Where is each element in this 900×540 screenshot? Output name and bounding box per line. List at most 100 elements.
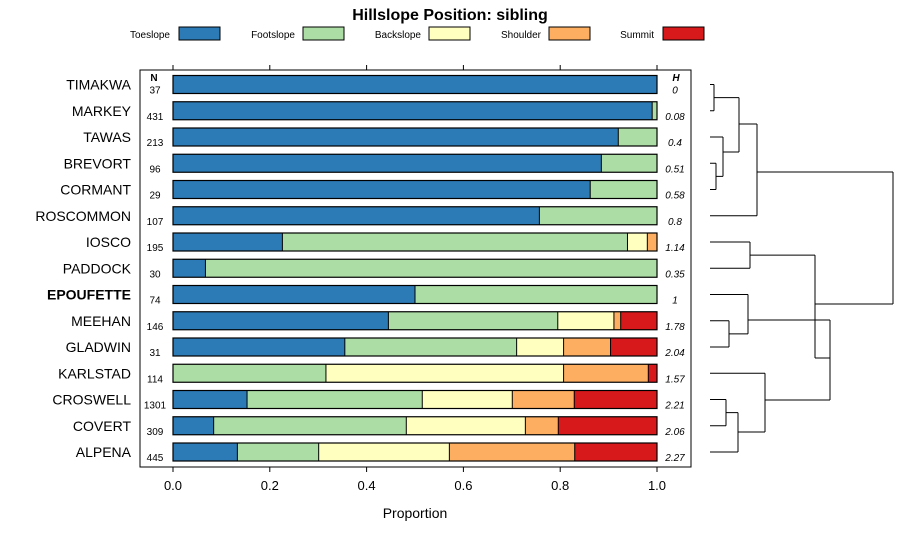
- legend-label-summit: Summit: [620, 30, 654, 41]
- x-tick-label: 0.4: [358, 478, 376, 493]
- row-label-cormant: CORMANT: [60, 182, 131, 198]
- bar-segment-tawas-footslope: [618, 128, 657, 146]
- n-label-tawas: 213: [147, 138, 164, 149]
- x-tick-label: 0.8: [551, 478, 569, 493]
- bars: TIMAKWA 37 0 MARKEY 431 0.08 TAWAS 213 0.4 BREVOR…: [35, 74, 685, 464]
- bar-segment-croswell-shoulder: [512, 390, 575, 409]
- h-label-croswell: 2.21: [664, 401, 684, 412]
- bar-segment-iosco-footslope: [282, 233, 628, 251]
- h-label-epoufette: 1: [672, 296, 678, 307]
- row-label-meehan: MEEHAN: [71, 313, 131, 329]
- bar-segment-meehan-footslope: [388, 311, 558, 330]
- bar-segment-karlstad-shoulder: [563, 364, 649, 383]
- bar-segment-gladwin-backslope: [516, 338, 564, 356]
- bar-segment-gladwin-summit: [610, 338, 657, 356]
- row-label-iosco: IOSCO: [86, 234, 131, 250]
- bar-segment-karlstad-summit: [648, 364, 657, 383]
- h-label-iosco: 1.14: [665, 243, 685, 254]
- bar-segment-alpena-footslope: [237, 443, 319, 461]
- bar-segment-gladwin-shoulder: [563, 338, 611, 356]
- n-label-alpena: 445: [147, 453, 164, 464]
- bar-segment-croswell-summit: [574, 390, 657, 409]
- row-label-timakwa: TIMAKWA: [66, 77, 131, 93]
- h-label-cormant: 0.58: [665, 191, 685, 202]
- bar-outline-markey: [172, 101, 658, 121]
- bar-segment-alpena-summit: [574, 443, 657, 461]
- h-label-brevort: 0.51: [665, 164, 684, 175]
- bar-segment-markey-toeslope: [173, 101, 653, 120]
- bar-outline-iosco: [172, 232, 658, 252]
- bar-segment-alpena-shoulder: [449, 443, 575, 461]
- bar-outline-tawas: [172, 127, 658, 147]
- bar-outline-brevort: [172, 153, 658, 173]
- bar-segment-covert-backslope: [406, 416, 526, 435]
- bar-segment-epoufette-toeslope: [173, 285, 415, 304]
- legend-label-toeslope: Toeslope: [130, 30, 170, 41]
- n-label-iosco: 195: [147, 243, 164, 254]
- row-label-brevort: BREVORT: [64, 155, 132, 171]
- bar-segment-iosco-shoulder: [647, 233, 657, 251]
- n-label-meehan: 146: [147, 322, 164, 333]
- bar-segment-alpena-backslope: [318, 443, 450, 461]
- bar-segment-epoufette-footslope: [415, 285, 657, 304]
- h-label-meehan: 1.78: [665, 322, 685, 333]
- bar-segment-croswell-backslope: [422, 390, 513, 409]
- x-tick-label: 1.0: [648, 478, 666, 493]
- n-header: N: [150, 73, 157, 84]
- bar-segment-roscommon-footslope: [539, 206, 657, 225]
- bar-outline-karlstad: [172, 363, 658, 383]
- bar-segment-markey-footslope: [652, 101, 657, 120]
- bar-outline-meehan: [172, 311, 658, 331]
- x-tick-label: 0.2: [261, 478, 279, 493]
- bar-segment-meehan-toeslope: [173, 311, 389, 330]
- bar-segment-tawas-toeslope: [173, 128, 619, 146]
- row-label-epoufette: EPOUFETTE: [47, 287, 131, 303]
- n-label-roscommon: 107: [147, 217, 164, 228]
- bar-outline-gladwin: [172, 337, 658, 357]
- legend-label-shoulder: Shoulder: [501, 30, 542, 41]
- row-label-tawas: TAWAS: [83, 129, 131, 145]
- n-label-paddock: 30: [149, 269, 161, 280]
- bar-segment-karlstad-backslope: [325, 364, 564, 383]
- legend-swatch-toeslope: [178, 26, 221, 41]
- h-label-timakwa: 0: [672, 86, 678, 97]
- bar-segment-iosco-backslope: [627, 233, 648, 251]
- x-tick-label: 0.0: [164, 478, 182, 493]
- n-label-markey: 431: [147, 112, 164, 123]
- n-label-epoufette: 74: [149, 296, 161, 307]
- row-label-paddock: PADDOCK: [63, 260, 132, 276]
- row-label-roscommon: ROSCOMMON: [35, 208, 131, 224]
- dendrogram: [710, 84, 894, 453]
- n-label-croswell: 1301: [144, 401, 167, 412]
- h-label-roscommon: 0.8: [668, 217, 682, 228]
- bar-outline-covert: [172, 416, 658, 436]
- h-label-markey: 0.08: [665, 112, 685, 123]
- n-label-brevort: 96: [149, 164, 161, 175]
- bar-segment-timakwa-toeslope: [173, 75, 657, 94]
- h-label-paddock: 0.35: [665, 269, 685, 280]
- bar-segment-cormant-footslope: [590, 180, 657, 199]
- chart-title: Hillslope Position: sibling: [352, 7, 548, 24]
- bar-outline-epoufette: [172, 284, 658, 305]
- row-label-karlstad: KARLSTAD: [58, 365, 131, 381]
- bar-segment-brevort-toeslope: [173, 154, 602, 173]
- bar-segment-meehan-summit: [620, 311, 657, 330]
- bar-segment-roscommon-toeslope: [173, 206, 540, 225]
- h-label-covert: 2.06: [664, 427, 685, 438]
- plot-frame: [139, 69, 692, 468]
- bar-outline-cormant: [172, 179, 658, 200]
- legend-label-footslope: Footslope: [251, 30, 295, 41]
- bar-segment-iosco-toeslope: [173, 233, 283, 251]
- bar-segment-croswell-footslope: [247, 390, 423, 409]
- h-label-karlstad: 1.57: [665, 374, 685, 385]
- bar-segment-paddock-toeslope: [173, 259, 206, 278]
- bar-segment-karlstad-footslope: [173, 364, 326, 383]
- bar-segment-gladwin-footslope: [344, 338, 517, 356]
- n-label-cormant: 29: [149, 191, 161, 202]
- row-label-gladwin: GLADWIN: [66, 339, 131, 355]
- bar-segment-covert-footslope: [213, 416, 407, 435]
- legend: Toeslope Footslope Backslope Shoulder Summit: [130, 26, 705, 41]
- legend-swatch-summit: [662, 26, 705, 41]
- legend-swatch-shoulder: [548, 26, 591, 41]
